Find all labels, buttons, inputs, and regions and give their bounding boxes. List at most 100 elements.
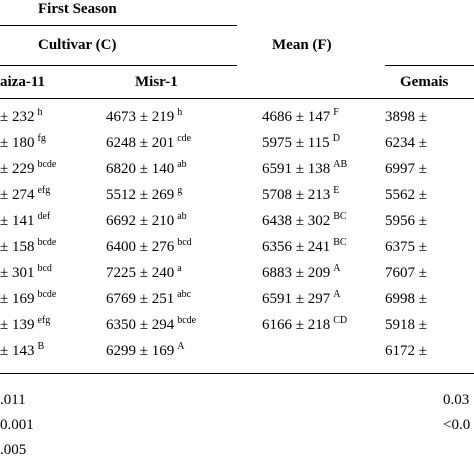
cell: 5512 ± 269 g bbox=[106, 186, 182, 204]
cell: ± 139 efg bbox=[0, 316, 50, 334]
cell-value: ± 229 bbox=[0, 161, 35, 177]
cell: 6997 ± bbox=[385, 160, 427, 178]
significance-letter: ab bbox=[177, 211, 187, 222]
cell-value: 5975 ± 115 bbox=[262, 135, 330, 151]
cell-value: ± 139 bbox=[0, 317, 35, 333]
column-header: Misr-1 bbox=[135, 74, 178, 90]
cell: 6591 ± 297 A bbox=[262, 290, 340, 308]
significance-letter: bcde bbox=[37, 159, 57, 170]
cell: ± 141 def bbox=[0, 212, 50, 230]
rule bbox=[385, 65, 474, 66]
significance-letter: bcde bbox=[37, 237, 57, 248]
significance-letter: B bbox=[37, 341, 45, 352]
significance-letter: def bbox=[37, 211, 51, 222]
cell-value: 5956 ± bbox=[385, 213, 427, 229]
cultivar-header: Cultivar (C) bbox=[38, 37, 117, 53]
cell: 6356 ± 241 BC bbox=[262, 238, 347, 256]
cell: 3898 ± bbox=[385, 108, 427, 126]
cell: 5956 ± bbox=[385, 212, 427, 230]
p-value: 0.03 bbox=[443, 392, 470, 408]
cell: 6375 ± bbox=[385, 238, 427, 256]
p-value: .011 bbox=[0, 392, 26, 408]
cell: 7607 ± bbox=[385, 264, 427, 282]
mean-header: Mean (F) bbox=[272, 37, 332, 53]
significance-letter: BC bbox=[333, 211, 347, 222]
cell-value: 6375 ± bbox=[385, 239, 427, 255]
cell-value: ± 301 bbox=[0, 265, 35, 281]
significance-letter: g bbox=[177, 185, 183, 196]
rule bbox=[0, 25, 237, 26]
cell-value: 6356 ± 241 bbox=[262, 239, 331, 255]
significance-letter: F bbox=[333, 107, 339, 118]
significance-letter: A bbox=[333, 263, 341, 274]
cell: ± 143 B bbox=[0, 342, 44, 360]
cell: 6883 ± 209 A bbox=[262, 264, 340, 282]
cell: ± 232 h bbox=[0, 108, 42, 126]
cell-value: ± 141 bbox=[0, 213, 35, 229]
cell: ± 301 bcd bbox=[0, 264, 52, 282]
cell-value: 6883 ± 209 bbox=[262, 265, 331, 281]
significance-letter: h bbox=[37, 107, 43, 118]
cell-value: ± 143 bbox=[0, 343, 35, 359]
significance-letter: abc bbox=[177, 289, 192, 300]
cell-value: 5918 ± bbox=[385, 317, 427, 333]
cell: 6591 ± 138 AB bbox=[262, 160, 347, 178]
cell-value: 6591 ± 138 bbox=[262, 161, 331, 177]
cell: 6438 ± 302 BC bbox=[262, 212, 347, 230]
cell-value: 6438 ± 302 bbox=[262, 213, 331, 229]
cell-value: 6299 ± 169 bbox=[106, 343, 175, 359]
p-value: .005 bbox=[0, 442, 27, 458]
cell-value: 6350 ± 294 bbox=[106, 317, 175, 333]
significance-letter: bcde bbox=[37, 289, 57, 300]
significance-letter: bcd bbox=[177, 237, 192, 248]
cell: 6350 ± 294 bcde bbox=[106, 316, 196, 334]
rule bbox=[0, 373, 474, 374]
cell-value: 5708 ± 213 bbox=[262, 187, 331, 203]
significance-letter: cde bbox=[177, 133, 192, 144]
cell-value: 6820 ± 140 bbox=[106, 161, 175, 177]
cell-value: ± 232 bbox=[0, 109, 35, 125]
column-header: aiza-11 bbox=[0, 74, 45, 90]
cell-value: 6692 ± 210 bbox=[106, 213, 175, 229]
cell: 6769 ± 251 abc bbox=[106, 290, 191, 308]
significance-letter: ab bbox=[177, 159, 187, 170]
p-value: <0.0 bbox=[443, 417, 471, 433]
cell: 5918 ± bbox=[385, 316, 427, 334]
significance-letter: efg bbox=[37, 315, 51, 326]
cell-value: 7607 ± bbox=[385, 265, 427, 281]
cell: 6234 ± bbox=[385, 134, 427, 152]
cell: 6692 ± 210 ab bbox=[106, 212, 187, 230]
cell: 6400 ± 276 bcd bbox=[106, 238, 192, 256]
cell: 5975 ± 115 D bbox=[262, 134, 340, 152]
cell: ± 158 bcde bbox=[0, 238, 56, 256]
significance-letter: fg bbox=[37, 133, 46, 144]
cell: ± 229 bcde bbox=[0, 160, 56, 178]
significance-letter: A bbox=[333, 289, 341, 300]
cell: 6820 ± 140 ab bbox=[106, 160, 187, 178]
significance-letter: CD bbox=[333, 315, 348, 326]
season-header: First Season bbox=[38, 1, 117, 17]
cell: 6299 ± 169 A bbox=[106, 342, 184, 360]
significance-letter: bcd bbox=[37, 263, 52, 274]
cell-value: 6997 ± bbox=[385, 161, 427, 177]
cell-value: 5562 ± bbox=[385, 187, 427, 203]
significance-letter: efg bbox=[37, 185, 51, 196]
cell: ± 169 bcde bbox=[0, 290, 56, 308]
cell: 5562 ± bbox=[385, 186, 427, 204]
cell-value: 6248 ± 201 bbox=[106, 135, 175, 151]
significance-letter: bcde bbox=[177, 315, 197, 326]
cell: 4686 ± 147 F bbox=[262, 108, 339, 126]
cell-value: 6172 ± bbox=[385, 343, 427, 359]
cell-value: 6234 ± bbox=[385, 135, 427, 151]
p-value: 0.001 bbox=[0, 417, 34, 433]
cell-value: 4686 ± 147 bbox=[262, 109, 331, 125]
cell: 4673 ± 219 h bbox=[106, 108, 182, 126]
cell-value: 4673 ± 219 bbox=[106, 109, 175, 125]
cell-value: ± 169 bbox=[0, 291, 35, 307]
cell: 5708 ± 213 E bbox=[262, 186, 339, 204]
cell-value: 6400 ± 276 bbox=[106, 239, 175, 255]
significance-letter: h bbox=[177, 107, 183, 118]
cell-value: 3898 ± bbox=[385, 109, 427, 125]
cell-value: ± 180 bbox=[0, 135, 35, 151]
